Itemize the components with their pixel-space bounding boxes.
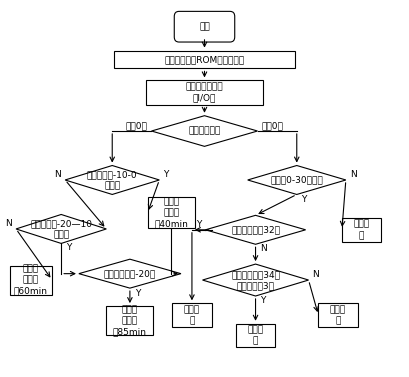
Text: 电池温度低于-20度: 电池温度低于-20度 [104,269,156,278]
Text: Y: Y [66,243,71,252]
Text: N: N [312,270,319,279]
Polygon shape [65,166,160,195]
Polygon shape [202,264,308,296]
Bar [106,306,153,335]
Text: 设定加
热时刻
为60min: 设定加 热时刻 为60min [14,264,48,296]
Text: 电池温度在-20—10
度之间: 电池温度在-20—10 度之间 [30,219,92,239]
Polygon shape [205,215,306,244]
Bar [236,324,275,347]
Text: 高速散
热: 高速散 热 [353,220,370,240]
Bar [114,51,295,69]
Text: Y: Y [135,289,140,298]
Text: 温度在0-30度之间: 温度在0-30度之间 [270,175,323,184]
Text: 设定加
热时间
为40min: 设定加 热时间 为40min [154,197,188,228]
Bar [10,265,52,294]
Text: Y: Y [196,220,202,229]
Text: 低于0度: 低于0度 [126,121,148,130]
Bar [146,80,263,105]
Text: 笱内温度低于34度
或温差小于3度: 笱内温度低于34度 或温差小于3度 [231,270,280,290]
Text: N: N [54,170,61,179]
Polygon shape [79,259,181,288]
Bar [342,218,381,242]
Polygon shape [151,116,258,146]
Text: N: N [350,170,357,179]
Text: 中速散
热: 中速散 热 [247,325,264,345]
Bar [318,303,357,326]
Text: N: N [5,219,12,228]
Text: 电池温度在-10-0
度之间: 电池温度在-10-0 度之间 [87,170,137,190]
Text: 判断环境温度: 判断环境温度 [189,127,220,135]
Text: Y: Y [163,170,169,179]
Text: 高于0度: 高于0度 [261,121,283,130]
Text: 笱内温度低于32度: 笱内温度低于32度 [231,225,280,234]
Bar [172,303,211,326]
Bar [148,198,195,228]
Text: 高速散
热: 高速散 热 [330,305,346,325]
Text: 设定加
热时刻
为85min: 设定加 热时刻 为85min [113,305,147,336]
FancyBboxPatch shape [174,11,235,42]
Text: N: N [260,244,267,253]
Polygon shape [248,166,346,195]
Text: 低速散
热: 低速散 热 [184,305,200,325]
Text: 开始: 开始 [199,22,210,31]
Polygon shape [16,215,106,244]
Text: Y: Y [301,195,307,204]
Text: 设置相应端口为
输I/O口: 设置相应端口为 输I/O口 [186,83,223,103]
Text: Y: Y [260,296,265,305]
Text: 系统初始化、ROM数据初始化: 系统初始化、ROM数据初始化 [164,55,245,64]
